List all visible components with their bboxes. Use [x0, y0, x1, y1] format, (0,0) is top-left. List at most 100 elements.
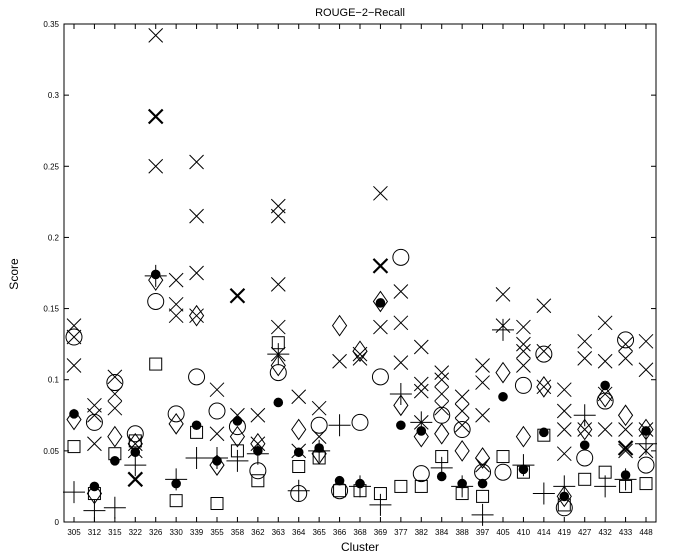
cross-marker — [87, 397, 102, 413]
x-tick-label: 312 — [88, 528, 102, 537]
y-tick-label: 0.25 — [43, 162, 59, 171]
cross-marker — [597, 353, 613, 369]
x-tick-label: 397 — [476, 528, 490, 537]
circle-marker — [249, 462, 267, 480]
plot-frame — [63, 23, 657, 523]
dot-marker — [518, 464, 529, 475]
circle-marker — [188, 368, 206, 386]
x-tick-label: 330 — [169, 528, 183, 537]
diamond-marker — [393, 394, 409, 417]
y-tick-label: 0.05 — [43, 447, 59, 456]
dot-marker — [396, 420, 406, 431]
cross-marker — [393, 315, 409, 331]
circle-marker — [535, 345, 553, 363]
x-tick-label: 414 — [537, 528, 551, 537]
cross-marker — [475, 457, 490, 473]
diamond-marker — [474, 447, 491, 469]
square-marker — [251, 474, 265, 488]
square-marker — [169, 494, 183, 508]
cross-marker — [189, 154, 204, 170]
x-tick-label: 366 — [333, 528, 347, 537]
x-tick-label: 326 — [149, 528, 163, 537]
diamond-marker — [270, 354, 286, 377]
diamond-marker — [86, 482, 103, 505]
cross-marker — [516, 336, 531, 352]
x-tick-label: 322 — [129, 528, 143, 537]
diamond-marker — [515, 425, 532, 448]
cross-marker — [618, 422, 633, 437]
plus-marker — [124, 454, 147, 477]
square-marker — [578, 472, 592, 486]
x-tick-label: 364 — [292, 528, 306, 537]
square-marker — [67, 440, 81, 454]
cross-marker — [454, 389, 470, 405]
plus-marker — [103, 496, 126, 519]
square-marker — [598, 465, 612, 479]
chart-title: ROUGE−2−Recall — [315, 7, 405, 19]
cross-marker — [536, 379, 552, 395]
square-marker — [373, 487, 387, 501]
plus-marker — [369, 493, 392, 516]
dot-marker — [150, 269, 161, 280]
plus-marker — [389, 382, 412, 405]
cross-marker — [66, 329, 82, 345]
plus-marker — [573, 404, 596, 427]
cross-marker — [168, 296, 184, 312]
diamond-marker — [536, 375, 552, 398]
cross-marker — [597, 315, 613, 331]
cross-marker — [618, 336, 633, 352]
cross-marker — [638, 333, 654, 349]
diamond-marker — [331, 314, 348, 337]
diamond-marker — [352, 340, 368, 363]
x-tick-label: 365 — [312, 528, 326, 537]
y-tick-label: 0.15 — [43, 305, 59, 314]
bold-cross-marker — [147, 108, 164, 125]
dot-marker — [477, 478, 488, 489]
dot-marker — [253, 446, 263, 456]
dot-marker — [375, 298, 386, 308]
dot-marker — [232, 416, 243, 426]
cross-marker — [413, 339, 429, 355]
dot-marker — [293, 447, 304, 458]
y-tick-label: 0 — [55, 518, 60, 527]
plus-marker — [267, 343, 290, 366]
cross-marker — [373, 319, 388, 335]
circle-marker — [596, 392, 614, 410]
x-tick-label: 368 — [353, 528, 367, 537]
plus-marker — [492, 318, 514, 341]
square-marker — [414, 479, 428, 493]
square-marker — [190, 425, 204, 439]
dot-marker — [191, 420, 202, 431]
square-marker — [333, 484, 347, 498]
diamond-marker — [229, 425, 246, 448]
square-marker — [149, 357, 163, 371]
cross-marker — [127, 436, 143, 452]
circle-marker — [65, 328, 83, 346]
square-marker — [639, 477, 653, 491]
diamond-marker — [617, 404, 634, 427]
diamond-marker — [597, 385, 613, 408]
circle-marker — [576, 449, 594, 467]
dot-marker — [498, 391, 508, 402]
dot-marker — [457, 478, 467, 489]
cross-marker — [250, 407, 266, 423]
cross-marker — [556, 403, 572, 419]
x-tick-label: 427 — [578, 528, 592, 537]
square-marker — [496, 450, 510, 464]
square-marker — [312, 451, 326, 465]
y-tick-label: 0.1 — [48, 376, 60, 385]
x-tick-label: 305 — [67, 528, 81, 537]
diamond-marker — [372, 290, 389, 313]
dot-marker — [130, 447, 141, 458]
diamond-marker — [577, 418, 593, 441]
circle-marker — [310, 416, 328, 434]
x-tick-label: 339 — [190, 528, 204, 537]
cross-marker — [475, 358, 490, 373]
x-tick-label: 419 — [558, 528, 572, 537]
cross-marker — [577, 351, 593, 366]
square-marker — [230, 444, 244, 458]
cross-marker — [311, 400, 327, 416]
cross-marker — [413, 376, 429, 392]
cross-marker — [352, 346, 368, 362]
